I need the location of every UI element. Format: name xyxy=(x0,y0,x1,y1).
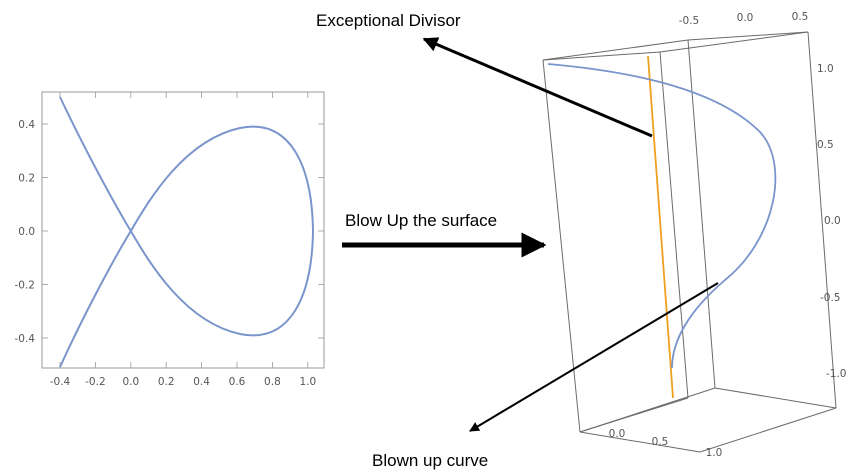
right-tick-label: -0.5 xyxy=(820,292,841,304)
plot-3d-bottom-tick-labels: 0.0 0.5 1.0 xyxy=(609,428,723,459)
nodal-curve xyxy=(59,96,315,368)
bottom-tick-label: 1.0 xyxy=(706,447,723,459)
plot-2d-frame xyxy=(41,91,325,369)
x-tick-label: -0.2 xyxy=(85,376,106,388)
y-tick-label: -0.4 xyxy=(15,333,36,345)
bottom-tick-label: 0.0 xyxy=(609,428,626,440)
top-tick-label: -0.5 xyxy=(679,15,700,27)
bottom-tick-label: 0.5 xyxy=(652,436,669,448)
plot-2d-x-tick-labels: -0.4 -0.2 0.0 0.2 0.4 0.6 0.8 1.0 xyxy=(50,376,316,388)
x-tick-label: -0.4 xyxy=(50,376,71,388)
plot-3d-right-tick-labels: 1.0 0.5 0.0 -0.5 -1.0 xyxy=(817,63,847,380)
right-tick-label: 1.0 xyxy=(817,63,834,75)
right-tick-label: -1.0 xyxy=(826,368,847,380)
plot-3d-box xyxy=(542,31,837,453)
x-tick-label: 0.2 xyxy=(158,376,175,388)
plot-2d: -0.4 -0.2 0.0 0.2 0.4 0.6 0.8 1.0 0.4 0.… xyxy=(15,91,325,388)
top-tick-label: 0.0 xyxy=(737,12,754,24)
x-tick-label: 0.6 xyxy=(229,376,246,388)
exceptional-divisor-label: Exceptional Divisor xyxy=(316,11,461,30)
x-tick-label: 0.0 xyxy=(122,376,139,388)
exceptional-divisor-line xyxy=(647,55,674,399)
blown-up-curve xyxy=(547,63,777,369)
y-tick-label: 0.4 xyxy=(18,119,35,131)
y-tick-label: 0.2 xyxy=(18,173,35,185)
plot-2d-ticks xyxy=(42,92,324,368)
exceptional-divisor-arrow xyxy=(422,37,653,138)
plot-3d: -0.5 0.0 0.5 1.0 0.5 0.0 -0.5 -1.0 0.0 0… xyxy=(542,11,847,459)
y-tick-label: 0.0 xyxy=(18,226,35,238)
blown-up-curve-arrow xyxy=(469,282,719,432)
plot-2d-y-tick-labels: 0.4 0.2 0.0 -0.2 -0.4 xyxy=(15,119,36,345)
blow-up-label: Blow Up the surface xyxy=(345,211,497,230)
top-tick-label: 0.5 xyxy=(792,11,809,23)
right-tick-label: 0.0 xyxy=(824,215,841,227)
plot-3d-top-tick-labels: -0.5 0.0 0.5 xyxy=(679,11,809,27)
x-tick-label: 1.0 xyxy=(299,376,316,388)
y-tick-label: -0.2 xyxy=(15,280,36,292)
x-tick-label: 0.8 xyxy=(264,376,281,388)
right-tick-label: 0.5 xyxy=(817,139,834,151)
x-tick-label: 0.4 xyxy=(193,376,210,388)
blown-up-curve-label: Blown up curve xyxy=(372,451,488,470)
